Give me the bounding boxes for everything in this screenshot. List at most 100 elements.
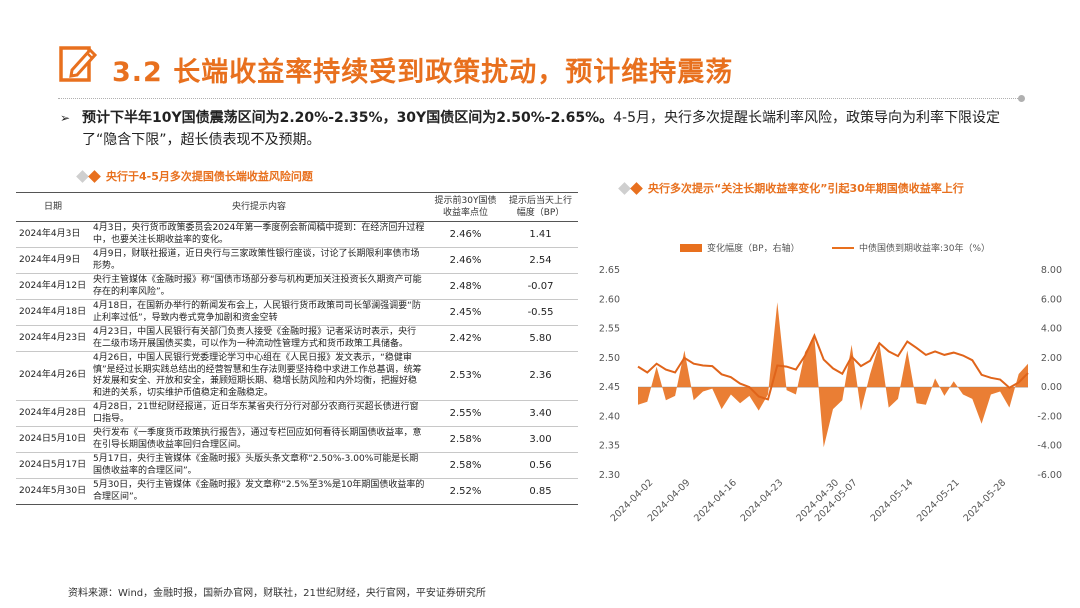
row-content: 央行发布《一季度货币政策执行报告》，通过专栏回应如何看待长期国债收益率，意在引导… [90, 426, 428, 453]
row-date: 2024年4月9日 [16, 247, 90, 274]
left-tick-label: 2.65 [599, 265, 620, 276]
row-date: 2024年4月12日 [16, 273, 90, 300]
table-row: 2024年5月30日 5月30日，央行主管媒体《金融时报》发文章称“2.5%至3%… [16, 478, 578, 505]
left-tick-label: 2.60 [599, 294, 620, 305]
row-date: 2024年4月3日 [16, 221, 90, 248]
table-row: 2024日5月17日 5月17日，央行主管媒体《金融时报》头版头条文章称“2.50… [16, 452, 578, 479]
title-divider [58, 98, 1020, 99]
row-change: 3.40 [503, 400, 578, 427]
row-change: -0.07 [503, 273, 578, 300]
row-level: 2.55% [428, 400, 503, 427]
header-content: 央行提示内容 [90, 192, 428, 222]
policy-table: 日期 央行提示内容 提示前30Y国债收益率点位 提示后当天上行幅度（BP） 20… [16, 192, 578, 505]
table-row: 2024年4月3日 4月3日，央行货币政策委员会2024年第一季度例会新闻稿中提到… [16, 221, 578, 248]
right-tick-label: -4.00 [1037, 441, 1062, 452]
table-row: 2024年4月26日 4月26日，中国人民银行党委理论学习中心组在《人民日报》发文… [16, 351, 578, 401]
row-date: 2024年4月28日 [16, 400, 90, 427]
row-level: 2.53% [428, 351, 503, 401]
row-level: 2.48% [428, 273, 503, 300]
row-change: 3.00 [503, 426, 578, 453]
left-tick-label: 2.50 [599, 353, 620, 364]
x-tick-label: 2024-04-16 [692, 477, 739, 524]
row-date: 2024年5月30日 [16, 478, 90, 505]
summary-bold: 预计下半年10Y国债震荡区间为2.20%-2.35%，30Y国债区间为2.50%… [82, 110, 614, 126]
row-change: 0.56 [503, 452, 578, 479]
left-tick-label: 2.35 [599, 441, 620, 452]
header-change: 提示后当天上行幅度（BP） [503, 192, 578, 222]
table-row: 2024年4月9日 4月9日，财联社报道，近日央行与三家政策性银行座谈，讨论了长期… [16, 247, 578, 274]
diamond-marker-icon [630, 181, 643, 195]
series-yield-line [637, 333, 1029, 401]
divider-dot [1018, 95, 1025, 102]
table-title-text: 央行于4-5月多次提国债长端收益风险问题 [106, 170, 313, 183]
right-tick-label: 2.00 [1041, 353, 1062, 364]
row-level: 2.58% [428, 426, 503, 453]
left-tick-label: 2.30 [599, 470, 620, 481]
table-row: 2024年4月12日 央行主管媒体《金融时报》称“国债市场部分参与机构更加关注投资… [16, 273, 578, 300]
legend-swatch-area [680, 243, 702, 252]
legend-swatch-line [832, 246, 854, 249]
row-date: 2024日5月17日 [16, 452, 90, 479]
row-level: 2.58% [428, 452, 503, 479]
series-change-area [638, 302, 1028, 448]
row-content: 4月28日，21世纪财经报道，近日华东某省央行分行对部分农商行买超长债进行窗口指… [90, 400, 428, 427]
row-content: 4月9日，财联社报道，近日央行与三家政策性银行座谈，讨论了长期限利率债市场形势。 [90, 247, 428, 274]
row-content: 4月18日，在国新办举行的新闻发布会上，人民银行货币政策司司长邹澜强调要“防止利… [90, 299, 428, 326]
header-level: 提示前30Y国债收益率点位 [428, 192, 503, 222]
row-date: 2024日5月10日 [16, 426, 90, 453]
x-tick-label: 2024-05-28 [961, 477, 1008, 524]
left-tick-label: 2.40 [599, 411, 620, 422]
row-content: 4月3日，央行货币政策委员会2024年第一季度例会新闻稿中提到：在经济回升过程中… [90, 221, 428, 248]
yield-chart: 2.30 2.35 2.40 2.45 2.50 2.55 2.60 2.65 -6.00 -4.… [599, 265, 1062, 524]
summary-normal: 4-5月，央行多次提醒长端利率风险，政策导向为利率下限设定了“隐含下限”，超长债… [82, 110, 1001, 148]
legend-yield: 中债国债到期收益率:30年（%） [832, 241, 990, 254]
table-section-title: 央行于4-5月多次提国债长端收益风险问题 [76, 168, 313, 184]
legend-change: 变化幅度（BP，右轴） [680, 241, 800, 254]
row-content: 央行主管媒体《金融时报》称“国债市场部分参与机构更加关注投资长久期资产可能存在的… [90, 273, 428, 300]
table-row: 2024年4月23日 4月23日，中国人民银行有关部门负责人接受《金融时报》记者采… [16, 325, 578, 352]
right-tick-label: 0.00 [1041, 382, 1062, 393]
right-tick-label: 8.00 [1041, 265, 1062, 276]
row-change: 0.85 [503, 478, 578, 505]
chart-title-text: 央行多次提示“关注长期收益率变化”引起30年期国债收益率上行 [648, 182, 964, 195]
row-level: 2.42% [428, 325, 503, 352]
row-level: 2.46% [428, 221, 503, 248]
source-note: 资料来源：Wind，金融时报，国新办官网，财联社，21世纪财经，央行官网，平安证… [68, 588, 486, 599]
legend-label-yield: 中债国债到期收益率:30年（%） [859, 244, 991, 254]
table-row: 2024日5月10日 央行发布《一季度货币政策执行报告》，通过专栏回应如何看待长期… [16, 426, 578, 453]
left-tick-label: 2.45 [599, 382, 620, 393]
row-change: -0.55 [503, 299, 578, 326]
arrow-bullet-icon: ➢ [60, 111, 71, 125]
right-tick-label: -6.00 [1037, 470, 1062, 481]
chart-section-title: 央行多次提示“关注长期收益率变化”引起30年期国债收益率上行 [618, 180, 964, 196]
header-date: 日期 [16, 192, 90, 222]
table-row: 2024年4月28日 4月28日，21世纪财经报道，近日华东某省央行分行对部分农商… [16, 400, 578, 427]
right-tick-label: 6.00 [1041, 294, 1062, 305]
row-change: 2.54 [503, 247, 578, 274]
table-header-row: 日期 央行提示内容 提示前30Y国债收益率点位 提示后当天上行幅度（BP） [16, 192, 578, 222]
diamond-marker-icon [88, 169, 101, 183]
row-change: 2.36 [503, 351, 578, 401]
pencil-note-icon [59, 46, 98, 82]
x-tick-label: 2024-05-21 [915, 477, 962, 524]
row-level: 2.46% [428, 247, 503, 274]
row-change: 1.41 [503, 221, 578, 248]
legend-label-change: 变化幅度（BP，右轴） [707, 244, 800, 254]
row-content: 4月23日，中国人民银行有关部门负责人接受《金融时报》记者采访时表示，央行在二级… [90, 325, 428, 352]
table-row: 2024年4月18日 4月18日，在国新办举行的新闻发布会上，人民银行货币政策司司… [16, 299, 578, 326]
left-tick-label: 2.55 [599, 324, 620, 335]
x-tick-label: 2024-05-14 [869, 477, 916, 524]
row-date: 2024年4月23日 [16, 325, 90, 352]
right-tick-label: 4.00 [1041, 324, 1062, 335]
summary-text: 预计下半年10Y国债震荡区间为2.20%-2.35%，30Y国债区间为2.50%… [82, 107, 1030, 151]
x-tick-label: 2024-04-23 [739, 477, 786, 524]
row-date: 2024年4月18日 [16, 299, 90, 326]
summary-bullet: ➢ 预计下半年10Y国债震荡区间为2.20%-2.35%，30Y国债区间为2.5… [60, 107, 1030, 151]
row-content: 4月26日，中国人民银行党委理论学习中心组在《人民日报》发文表示，“稳健审慎”是… [90, 351, 428, 401]
row-date: 2024年4月26日 [16, 351, 90, 401]
right-tick-label: -2.00 [1037, 411, 1062, 422]
row-level: 2.45% [428, 299, 503, 326]
row-content: 5月17日，央行主管媒体《金融时报》头版头条文章称“2.50%-3.00%可能是… [90, 452, 428, 479]
row-change: 5.80 [503, 325, 578, 352]
page-title: 3.2 长端收益率持续受到政策扰动，预计维持震荡 [112, 57, 734, 88]
